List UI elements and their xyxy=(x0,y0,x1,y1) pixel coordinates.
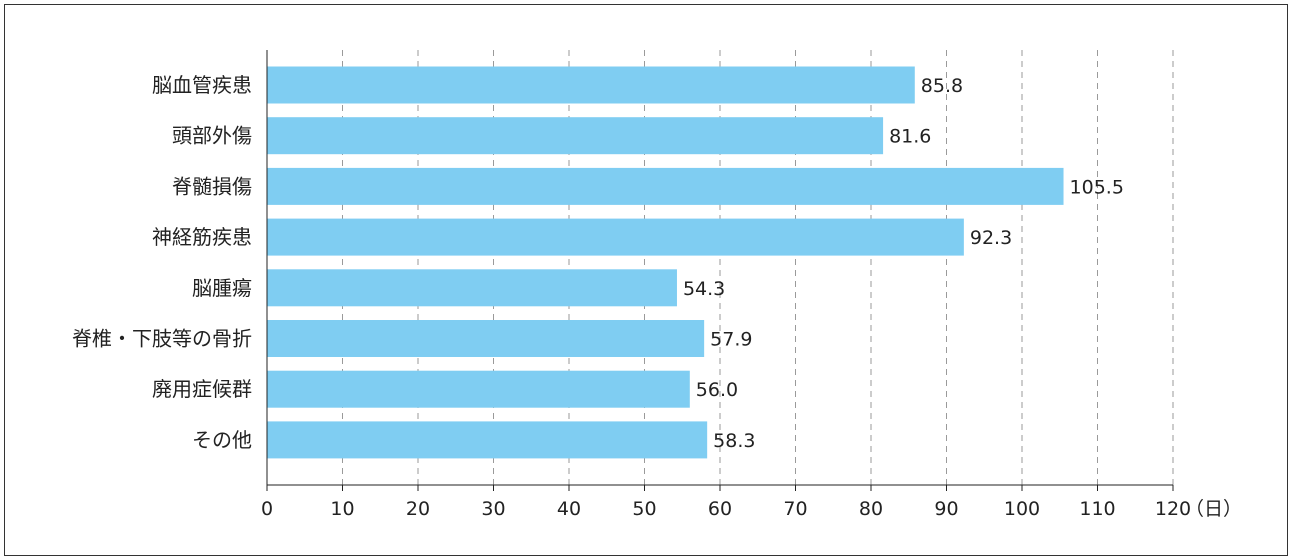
bar xyxy=(267,269,677,307)
x-tick-label: 0 xyxy=(261,498,273,520)
x-tick-label: 80 xyxy=(859,498,883,520)
x-tick-labels: 0 10 20 30 40 50 60 70 80 90 100 110 120 xyxy=(261,498,1191,520)
x-tick-label: 60 xyxy=(708,498,732,520)
value-label: 56.0 xyxy=(696,379,738,401)
axes xyxy=(266,50,1174,491)
value-label: 58.3 xyxy=(713,430,755,452)
bars xyxy=(267,66,1064,459)
x-tick-label: 120 xyxy=(1155,498,1191,520)
category-label: 脳腫瘍 xyxy=(192,276,252,300)
category-label: 脊椎・下肢等の骨折 xyxy=(72,327,252,351)
bar xyxy=(267,218,964,256)
x-tick-label: 70 xyxy=(783,498,807,520)
x-tick-label: 90 xyxy=(934,498,958,520)
value-label: 57.9 xyxy=(710,329,752,351)
category-label: 脳血管疾患 xyxy=(152,73,252,97)
category-label: 頭部外傷 xyxy=(172,124,252,148)
value-label: 105.5 xyxy=(1070,176,1124,198)
bar xyxy=(267,421,708,459)
x-tick-label: 110 xyxy=(1079,498,1115,520)
x-tick-label: 20 xyxy=(406,498,430,520)
bar xyxy=(267,167,1064,205)
bar xyxy=(267,117,884,155)
value-labels: 85.8 81.6 105.5 92.3 54.3 57.9 56.0 58.3 xyxy=(683,75,1124,452)
x-axis-unit: （日） xyxy=(1185,498,1242,520)
category-label: 廃用症候群 xyxy=(152,377,252,401)
bar xyxy=(267,66,915,104)
value-label: 81.6 xyxy=(889,126,931,148)
grid-lines xyxy=(342,50,1174,485)
bar xyxy=(267,320,705,357)
x-tick-label: 50 xyxy=(632,498,656,520)
value-label: 54.3 xyxy=(683,278,725,300)
bar xyxy=(267,370,690,408)
x-tick-label: 40 xyxy=(557,498,581,520)
x-tick-label: 100 xyxy=(1004,498,1040,520)
x-tick-label: 30 xyxy=(481,498,505,520)
category-label: 神経筋疾患 xyxy=(152,225,252,249)
value-label: 85.8 xyxy=(921,75,963,97)
value-label: 92.3 xyxy=(970,227,1012,249)
category-label: その他 xyxy=(192,428,252,452)
x-tick-label: 10 xyxy=(330,498,354,520)
category-label: 脊髄損傷 xyxy=(172,174,252,198)
